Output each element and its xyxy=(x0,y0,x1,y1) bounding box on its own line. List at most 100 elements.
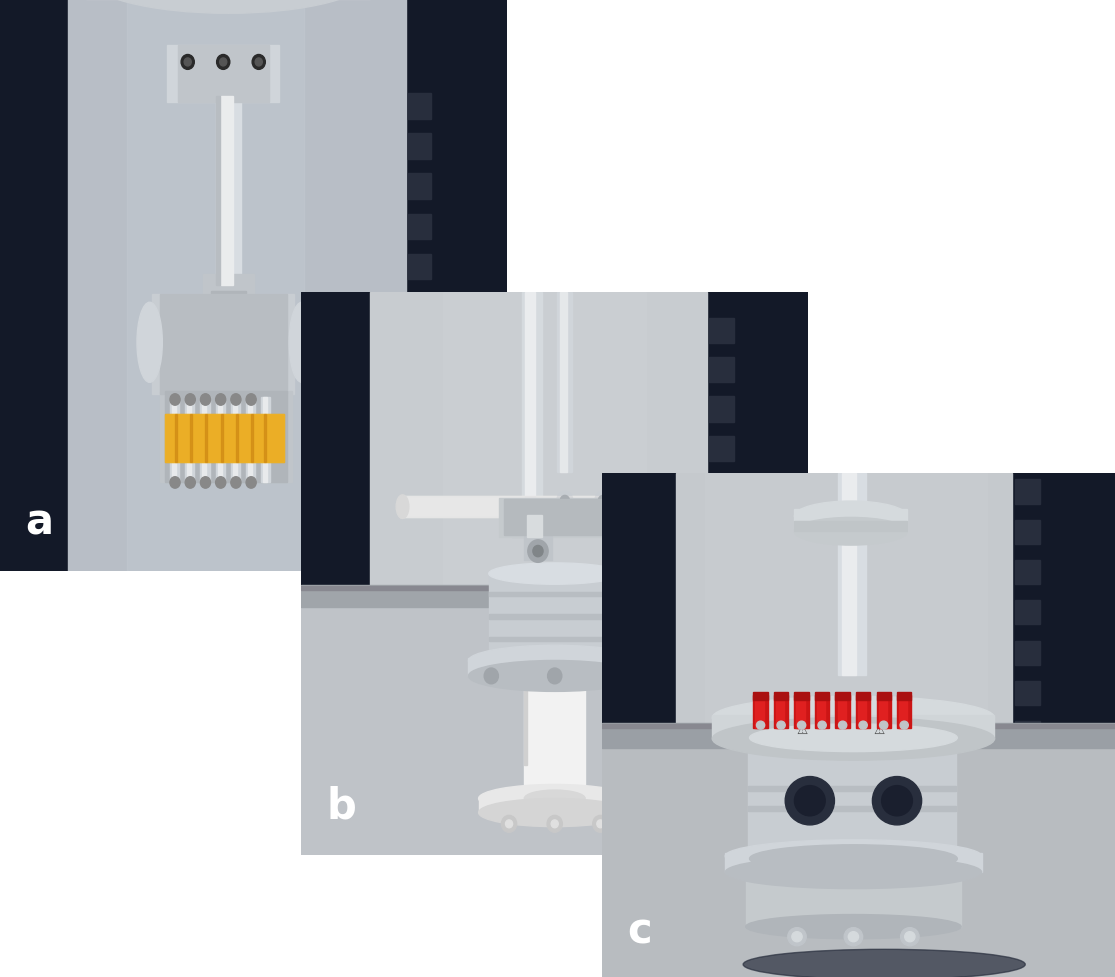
Bar xyxy=(524,675,526,765)
Bar xyxy=(748,806,956,811)
Bar xyxy=(468,658,641,676)
Text: b: b xyxy=(327,785,357,827)
Bar xyxy=(705,474,987,745)
Bar xyxy=(233,398,236,483)
Bar xyxy=(1015,721,1039,745)
Bar xyxy=(248,398,252,483)
Bar xyxy=(524,534,552,560)
Bar xyxy=(512,524,552,537)
Bar xyxy=(754,693,768,701)
Bar xyxy=(205,414,207,463)
Bar xyxy=(1015,480,1039,504)
Circle shape xyxy=(246,395,256,405)
Ellipse shape xyxy=(71,0,386,12)
Ellipse shape xyxy=(712,718,995,760)
Circle shape xyxy=(597,820,604,828)
Circle shape xyxy=(901,928,919,946)
Bar xyxy=(709,476,734,501)
Bar xyxy=(408,134,432,160)
Bar xyxy=(165,414,284,463)
Bar xyxy=(408,334,432,361)
Bar xyxy=(896,696,911,728)
Bar xyxy=(842,474,856,675)
Bar xyxy=(709,515,734,540)
Ellipse shape xyxy=(524,666,585,684)
Bar xyxy=(774,693,788,701)
Bar xyxy=(856,696,871,728)
Circle shape xyxy=(184,59,192,66)
Circle shape xyxy=(788,928,806,946)
Bar xyxy=(712,715,995,739)
Bar xyxy=(899,696,908,728)
Bar xyxy=(261,398,271,483)
Circle shape xyxy=(556,492,573,510)
Bar xyxy=(794,522,908,531)
Text: a: a xyxy=(26,501,54,543)
Bar xyxy=(301,293,369,605)
Circle shape xyxy=(785,777,834,825)
Circle shape xyxy=(201,477,211,488)
Circle shape xyxy=(792,932,802,942)
Bar xyxy=(815,693,830,701)
Bar xyxy=(558,293,572,473)
Circle shape xyxy=(797,721,806,730)
Bar xyxy=(725,853,981,872)
Bar xyxy=(524,675,585,799)
Ellipse shape xyxy=(746,914,961,939)
Bar xyxy=(707,293,808,633)
Bar xyxy=(815,696,830,728)
Bar xyxy=(837,696,846,728)
Bar xyxy=(400,496,719,518)
Circle shape xyxy=(246,477,256,488)
Bar xyxy=(794,696,808,728)
Ellipse shape xyxy=(478,799,631,827)
Bar xyxy=(1015,601,1039,625)
Bar xyxy=(152,294,294,395)
Bar xyxy=(191,414,192,463)
Circle shape xyxy=(872,777,922,825)
Bar xyxy=(794,509,908,531)
Ellipse shape xyxy=(488,651,621,672)
Circle shape xyxy=(527,540,549,563)
Bar xyxy=(221,414,223,463)
Circle shape xyxy=(220,59,226,66)
Circle shape xyxy=(216,56,230,70)
Bar xyxy=(215,97,241,285)
Bar xyxy=(221,97,233,285)
Circle shape xyxy=(185,395,195,405)
Circle shape xyxy=(844,928,863,946)
Circle shape xyxy=(882,786,912,816)
Bar xyxy=(159,294,287,395)
Circle shape xyxy=(599,496,608,506)
Bar xyxy=(796,696,805,728)
Bar xyxy=(478,796,631,813)
Ellipse shape xyxy=(468,660,641,692)
Bar xyxy=(236,414,237,463)
Circle shape xyxy=(551,820,559,828)
Bar xyxy=(1015,520,1039,544)
Bar xyxy=(169,398,180,483)
Bar xyxy=(488,615,621,619)
Circle shape xyxy=(484,668,498,684)
Bar xyxy=(498,498,621,537)
Bar xyxy=(1015,762,1039,786)
Bar xyxy=(0,0,68,572)
Bar xyxy=(756,696,764,728)
Bar xyxy=(709,437,734,462)
Circle shape xyxy=(526,504,537,515)
Circle shape xyxy=(255,59,262,66)
Bar xyxy=(301,586,808,591)
Bar xyxy=(1015,561,1039,584)
Circle shape xyxy=(838,721,846,730)
Bar xyxy=(896,693,911,701)
Bar xyxy=(602,474,677,745)
Bar xyxy=(748,786,956,790)
Bar xyxy=(835,693,850,701)
Bar xyxy=(215,97,220,285)
Circle shape xyxy=(880,721,888,730)
Text: ⚠: ⚠ xyxy=(873,723,884,736)
Circle shape xyxy=(593,816,608,832)
Bar xyxy=(709,358,734,383)
Ellipse shape xyxy=(712,697,995,740)
Circle shape xyxy=(215,395,225,405)
